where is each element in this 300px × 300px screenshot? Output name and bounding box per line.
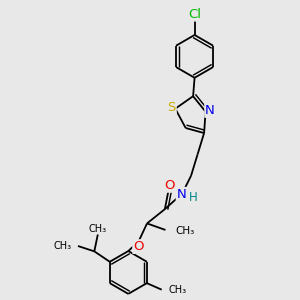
- Text: O: O: [133, 240, 144, 253]
- Text: S: S: [167, 101, 176, 114]
- Text: CH₃: CH₃: [175, 226, 194, 236]
- Text: CH₃: CH₃: [54, 241, 72, 251]
- Text: N: N: [177, 188, 186, 201]
- Text: H: H: [189, 191, 198, 204]
- Text: N: N: [205, 104, 215, 117]
- Text: O: O: [164, 179, 174, 192]
- Text: Cl: Cl: [188, 8, 201, 21]
- Text: CH₃: CH₃: [89, 224, 107, 234]
- Text: CH₃: CH₃: [168, 285, 186, 295]
